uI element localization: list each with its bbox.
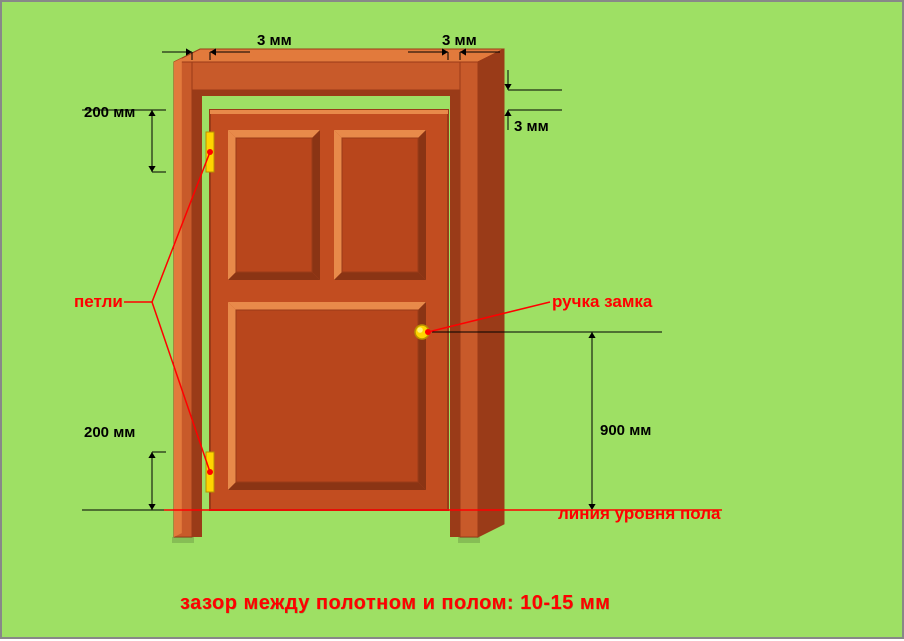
dim-hinge-top: 200 мм	[84, 104, 135, 121]
dim-top-right: 3 мм	[442, 32, 477, 49]
bottom-note: зазор между полотном и полом: 10-15 мм	[180, 592, 610, 615]
dim-top-left: 3 мм	[257, 32, 292, 49]
diagram-svg	[2, 2, 904, 641]
callout-hinges: петли	[74, 292, 123, 312]
dim-side-top: 3 мм	[514, 118, 549, 135]
callout-knob: ручка замка	[552, 292, 652, 312]
dim-hinge-bot: 200 мм	[84, 424, 135, 441]
dim-height-900: 900 мм	[600, 422, 651, 439]
callout-floor: линия уровня пола	[558, 504, 720, 524]
diagram-canvas: 3 мм 3 мм 3 мм 200 мм 200 мм 900 мм петл…	[0, 0, 904, 639]
